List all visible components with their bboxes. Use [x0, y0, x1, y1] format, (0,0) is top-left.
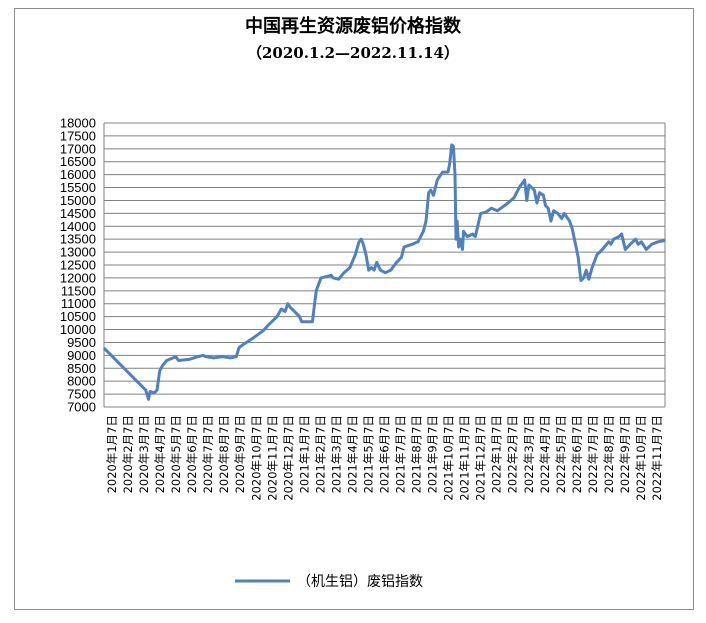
y-tick-label: 15500	[60, 180, 96, 195]
x-tick-label: 2021年9月7日	[426, 415, 440, 493]
series-line	[102, 143, 666, 401]
y-tick-label: 9000	[67, 348, 96, 363]
y-tick-label: 14000	[60, 219, 96, 234]
y-tick-label: 8500	[67, 361, 96, 376]
grid-lines	[103, 122, 666, 408]
y-tick-label: 17500	[60, 128, 96, 143]
y-tick-label: 12000	[60, 270, 96, 285]
y-tick-label: 10000	[60, 322, 96, 337]
y-tick-label: 7000	[67, 400, 96, 415]
x-tick-label: 2021年10月7日	[442, 415, 456, 501]
x-tick-label: 2022年6月7日	[570, 415, 584, 493]
x-tick-label: 2020年8月7日	[217, 415, 231, 493]
x-tick-label: 2022年3月7日	[522, 415, 536, 493]
y-tick-label: 13500	[60, 232, 96, 247]
x-axis-ticks: 2020年1月7日 2020年2月7日 2020年3月7日 2020年4月7日 2020…	[105, 415, 664, 501]
chart-subtitle: （2020.1.2—2022.11.14）	[246, 44, 459, 62]
x-tick-label: 2020年5月7日	[169, 415, 183, 493]
y-tick-label: 11500	[61, 283, 96, 298]
x-tick-label: 2021年12月7日	[474, 415, 488, 501]
x-tick-label: 2020年1月7日	[105, 415, 119, 493]
x-tick-label: 2020年7月7日	[201, 415, 215, 493]
y-tick-label: 16000	[60, 167, 96, 182]
x-tick-label: 2020年12月7日	[281, 415, 295, 501]
y-tick-label: 9500	[67, 335, 96, 350]
x-tick-label: 2021年6月7日	[378, 415, 392, 493]
legend: （机生铝）废铝指数	[235, 574, 423, 590]
x-tick-label: 2022年1月7日	[490, 415, 504, 493]
y-tick-label: 7500	[67, 387, 96, 402]
x-tick-label: 2022年5月7日	[554, 415, 568, 493]
x-tick-label: 2020年4月7日	[153, 415, 167, 493]
y-tick-label: 18000	[60, 116, 96, 131]
x-tick-label: 2020年11月7日	[265, 415, 279, 501]
x-tick-label: 2020年6月7日	[185, 415, 199, 493]
chart-frame	[14, 8, 694, 610]
x-tick-label: 2020年2月7日	[121, 415, 135, 493]
x-tick-label: 2022年8月7日	[602, 415, 616, 493]
x-tick-label: 2020年10月7日	[249, 415, 263, 501]
x-tick-label: 2022年9月7日	[618, 415, 632, 493]
x-tick-label: 2020年9月7日	[233, 415, 247, 493]
y-tick-label: 17000	[60, 141, 96, 156]
y-tick-label: 8000	[67, 374, 96, 389]
y-tick-label: 10500	[60, 309, 96, 324]
x-tick-label: 2022年4月7日	[538, 415, 552, 493]
x-tick-label: 2022年11月7日	[650, 415, 664, 501]
x-tick-label: 2021年8月7日	[410, 415, 424, 493]
y-tick-label: 11000	[61, 296, 96, 311]
x-tick-label: 2021年7月7日	[394, 415, 408, 493]
y-tick-label: 15000	[60, 193, 96, 208]
x-tick-label: 2021年11月7日	[458, 415, 472, 501]
x-tick-label: 2021年3月7日	[329, 415, 343, 493]
x-tick-label: 2021年1月7日	[297, 415, 311, 493]
x-tick-label: 2021年2月7日	[313, 415, 327, 493]
y-tick-label: 13000	[60, 245, 96, 260]
y-tick-label: 12500	[60, 258, 96, 273]
y-tick-label: 16500	[60, 154, 96, 169]
x-tick-label: 2022年7月7日	[586, 415, 600, 493]
x-tick-label: 2021年4月7日	[345, 415, 359, 493]
x-tick-label: 2021年5月7日	[361, 415, 375, 493]
chart-title: 中国再生资源废铝价格指数	[245, 16, 461, 37]
x-tick-label: 2022年10月7日	[634, 415, 648, 501]
x-tick-label: 2022年2月7日	[506, 415, 520, 493]
y-tick-label: 14500	[60, 206, 96, 221]
x-tick-label: 2020年3月7日	[137, 415, 151, 493]
series-group	[102, 143, 666, 401]
legend-label: （机生铝）废铝指数	[297, 574, 423, 590]
y-axis-ticks: 7000750080008500900095001000010500110001…	[60, 116, 96, 415]
